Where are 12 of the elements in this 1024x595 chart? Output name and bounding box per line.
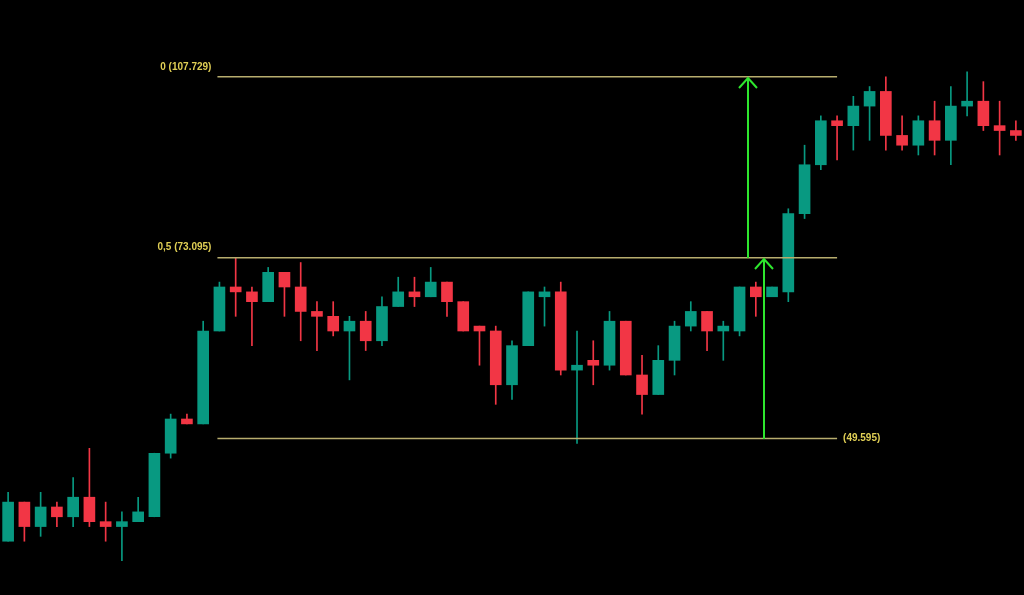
candlestick	[246, 286, 258, 346]
candlestick	[116, 511, 128, 562]
candlestick	[571, 330, 583, 444]
candlestick	[229, 257, 242, 317]
text: 0 (107.729)	[160, 60, 212, 72]
candlestick	[587, 340, 600, 386]
candlestick	[311, 301, 323, 351]
candlestick	[717, 320, 730, 361]
annotation: (49.595)	[843, 432, 881, 444]
candlestick	[831, 115, 843, 161]
candlestick	[961, 71, 973, 117]
annotation: 0,5 (73.095)	[157, 241, 212, 253]
